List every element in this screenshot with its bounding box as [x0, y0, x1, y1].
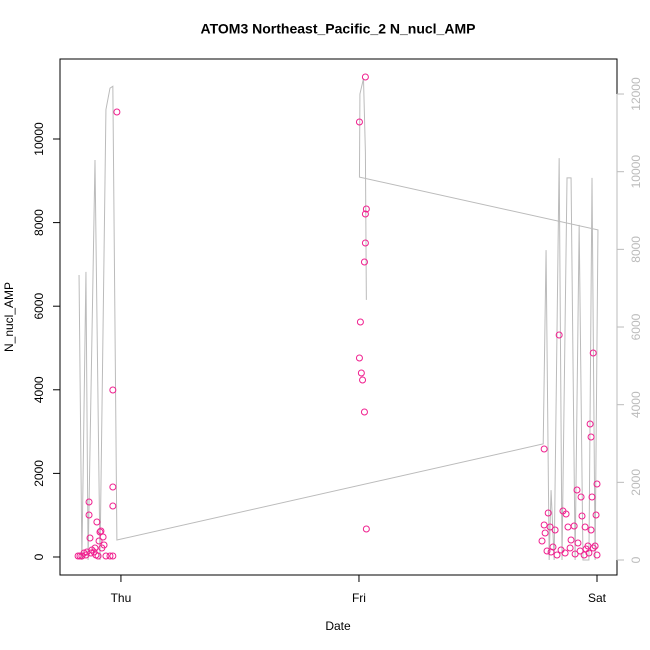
- x-tick-label: Sat: [588, 591, 607, 605]
- data-point: [587, 433, 595, 441]
- data-point: [567, 536, 575, 544]
- y2-tick-label: 8000: [629, 236, 643, 263]
- data-point: [540, 445, 548, 453]
- y-tick-label: 0: [32, 553, 46, 560]
- data-point: [361, 73, 369, 81]
- data-point: [86, 534, 94, 542]
- data-point: [562, 510, 570, 518]
- data-point: [573, 486, 581, 494]
- data-point: [74, 552, 82, 560]
- data-point: [78, 552, 86, 560]
- data-point: [593, 480, 601, 488]
- data-point: [113, 108, 121, 116]
- data-point: [93, 518, 101, 526]
- y-tick-label: 10000: [32, 122, 46, 156]
- x-tick-label: Thu: [111, 591, 132, 605]
- data-point: [578, 512, 586, 520]
- x-tick-label: Fri: [352, 591, 366, 605]
- y2-tick-label: 10000: [629, 155, 643, 189]
- data-point: [538, 537, 546, 545]
- data-point: [355, 354, 363, 362]
- data-point: [544, 509, 552, 517]
- chart-title: ATOM3 Northeast_Pacific_2 N_nucl_AMP: [201, 21, 476, 37]
- data-point: [576, 547, 584, 555]
- data-point: [564, 523, 572, 531]
- data-point: [100, 541, 108, 549]
- y-tick-label: 6000: [32, 293, 46, 320]
- data-point: [85, 498, 93, 506]
- data-point: [109, 552, 117, 560]
- data-point: [566, 544, 574, 552]
- data-point: [356, 318, 364, 326]
- data-point: [360, 258, 368, 266]
- x-axis-label: Date: [325, 619, 351, 633]
- data-point: [546, 523, 554, 531]
- data-point: [109, 386, 117, 394]
- data-point: [357, 369, 365, 377]
- data-point: [589, 544, 597, 552]
- data-point: [591, 542, 599, 550]
- data-point: [570, 522, 578, 530]
- data-line: [78, 78, 599, 561]
- data-point: [97, 527, 105, 535]
- y-axis-label: N_nucl_AMP: [2, 282, 16, 352]
- data-point: [547, 548, 555, 556]
- y2-tick-label: 0: [629, 556, 643, 563]
- data-point: [102, 552, 110, 560]
- y2-tick-label: 6000: [629, 313, 643, 340]
- plot-frame: [59, 58, 618, 576]
- data-point: [541, 529, 549, 537]
- data-point: [355, 118, 363, 126]
- y-tick-label: 4000: [32, 376, 46, 403]
- y2-tick-label: 12000: [629, 77, 643, 111]
- data-point: [551, 526, 559, 534]
- y2-tick-label: 4000: [629, 391, 643, 418]
- data-point: [571, 550, 579, 558]
- data-point: [359, 376, 367, 384]
- data-point: [99, 533, 107, 541]
- y-tick-label: 8000: [32, 209, 46, 236]
- data-point: [109, 502, 117, 510]
- data-point: [360, 408, 368, 416]
- data-point: [540, 521, 548, 529]
- data-point: [589, 349, 597, 357]
- data-point: [555, 331, 563, 339]
- data-point: [543, 547, 551, 555]
- data-point: [361, 210, 369, 218]
- data-point: [581, 523, 589, 531]
- data-point: [96, 528, 104, 536]
- y-tick-label: 2000: [32, 460, 46, 487]
- data-point: [553, 551, 561, 559]
- data-point: [592, 511, 600, 519]
- data-point: [106, 552, 114, 560]
- data-point: [95, 537, 103, 545]
- data-point: [574, 539, 582, 547]
- data-point: [362, 205, 370, 213]
- data-point: [588, 493, 596, 501]
- data-point: [92, 551, 100, 559]
- y2-tick-label: 2000: [629, 469, 643, 496]
- data-point: [561, 549, 569, 557]
- data-point: [587, 526, 595, 534]
- data-point: [85, 511, 93, 519]
- data-point: [361, 239, 369, 247]
- data-point: [582, 545, 590, 553]
- data-point: [88, 546, 96, 554]
- data-point: [577, 493, 585, 501]
- data-point: [586, 420, 594, 428]
- data-point: [362, 525, 370, 533]
- data-point: [593, 551, 601, 559]
- data-point: [109, 483, 117, 491]
